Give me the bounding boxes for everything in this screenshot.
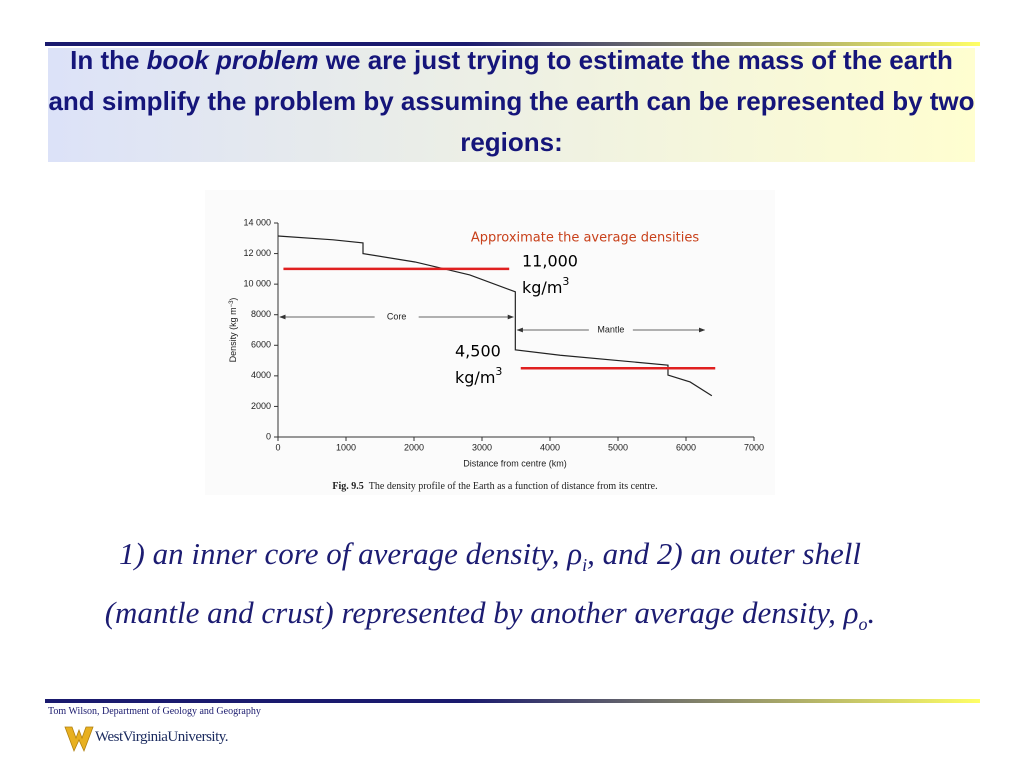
y-tick-label: 12 000 (243, 248, 271, 258)
unit-text: kg/m (522, 278, 562, 297)
caption-text: The density profile of the Earth as a fu… (369, 481, 658, 492)
body-span: 1) an inner core of average density, (119, 536, 568, 571)
y-tick-label: 0 (266, 431, 271, 441)
density-line (277, 235, 713, 397)
body-span: , and 2) an outer shell (mantle and crus… (104, 536, 861, 631)
y-tick-label: 2000 (251, 401, 271, 411)
figure-caption: Fig. 9.5 The density profile of the Earth… (332, 481, 657, 492)
body-span: . (867, 595, 876, 631)
wvu-logo-mark (64, 726, 94, 753)
average-unit: kg/m3 (522, 275, 569, 297)
subscript: i (582, 555, 588, 576)
x-tick-label: 0 (275, 442, 280, 452)
body-text: 1) an inner core of average density, ρi,… (80, 530, 900, 648)
region-label-bg (374, 311, 419, 323)
rho-symbol: ρ (567, 536, 583, 571)
y-label-text: Density (kg m (228, 307, 238, 362)
title-background (48, 48, 975, 162)
y-label-sup: −3 (229, 300, 235, 308)
title-text: In the (70, 45, 147, 75)
figure-background (205, 190, 775, 495)
bottom-rule (45, 699, 980, 703)
annotation: Approximate the average densities (471, 231, 700, 246)
average-unit: kg/m3 (455, 365, 502, 387)
y-tick-label: 6000 (251, 340, 271, 350)
region-label: Mantle (597, 324, 624, 334)
x-tick-label: 5000 (608, 442, 628, 452)
y-tick-label: 8000 (251, 309, 271, 319)
unit-sup: 3 (562, 275, 569, 288)
region-label-bg (588, 324, 633, 336)
region-label: Core (387, 311, 407, 321)
y-tick-label: 10 000 (243, 279, 271, 289)
footer-credit: Tom Wilson, Department of Geology and Ge… (48, 706, 261, 717)
wvu-logo-text: WestVirginiaUniversity. (95, 729, 229, 745)
subscript: o (858, 614, 868, 635)
x-tick-label: 6000 (676, 442, 696, 452)
rho-symbol: ρ (843, 595, 859, 631)
top-rule (45, 42, 980, 46)
x-tick-label: 2000 (404, 442, 424, 452)
y-tick-label: 4000 (251, 370, 271, 380)
x-tick-label: 1000 (336, 442, 356, 452)
density-chart: Approximate the average densities Distan… (205, 190, 775, 495)
y-tick-label: 14 000 (243, 217, 271, 227)
x-tick-label: 4000 (540, 442, 560, 452)
x-tick-label: 3000 (472, 442, 492, 452)
average-value: 11,000 (522, 252, 578, 271)
x-axis-label: Distance from centre (km) (463, 458, 567, 468)
slide-title: In the book problem we are just trying t… (48, 40, 975, 163)
y-label-text: ) (228, 298, 238, 301)
unit-sup: 3 (495, 365, 502, 378)
x-tick-label: 7000 (744, 442, 764, 452)
unit-text: kg/m (455, 368, 495, 387)
average-value: 4,500 (455, 342, 501, 361)
title-emphasis: book problem (146, 45, 319, 75)
title-text: we are just trying to estimate the mass … (48, 45, 975, 157)
caption-number: Fig. 9.5 (332, 481, 363, 492)
y-axis-label: Density (kg m−3) (228, 298, 238, 363)
